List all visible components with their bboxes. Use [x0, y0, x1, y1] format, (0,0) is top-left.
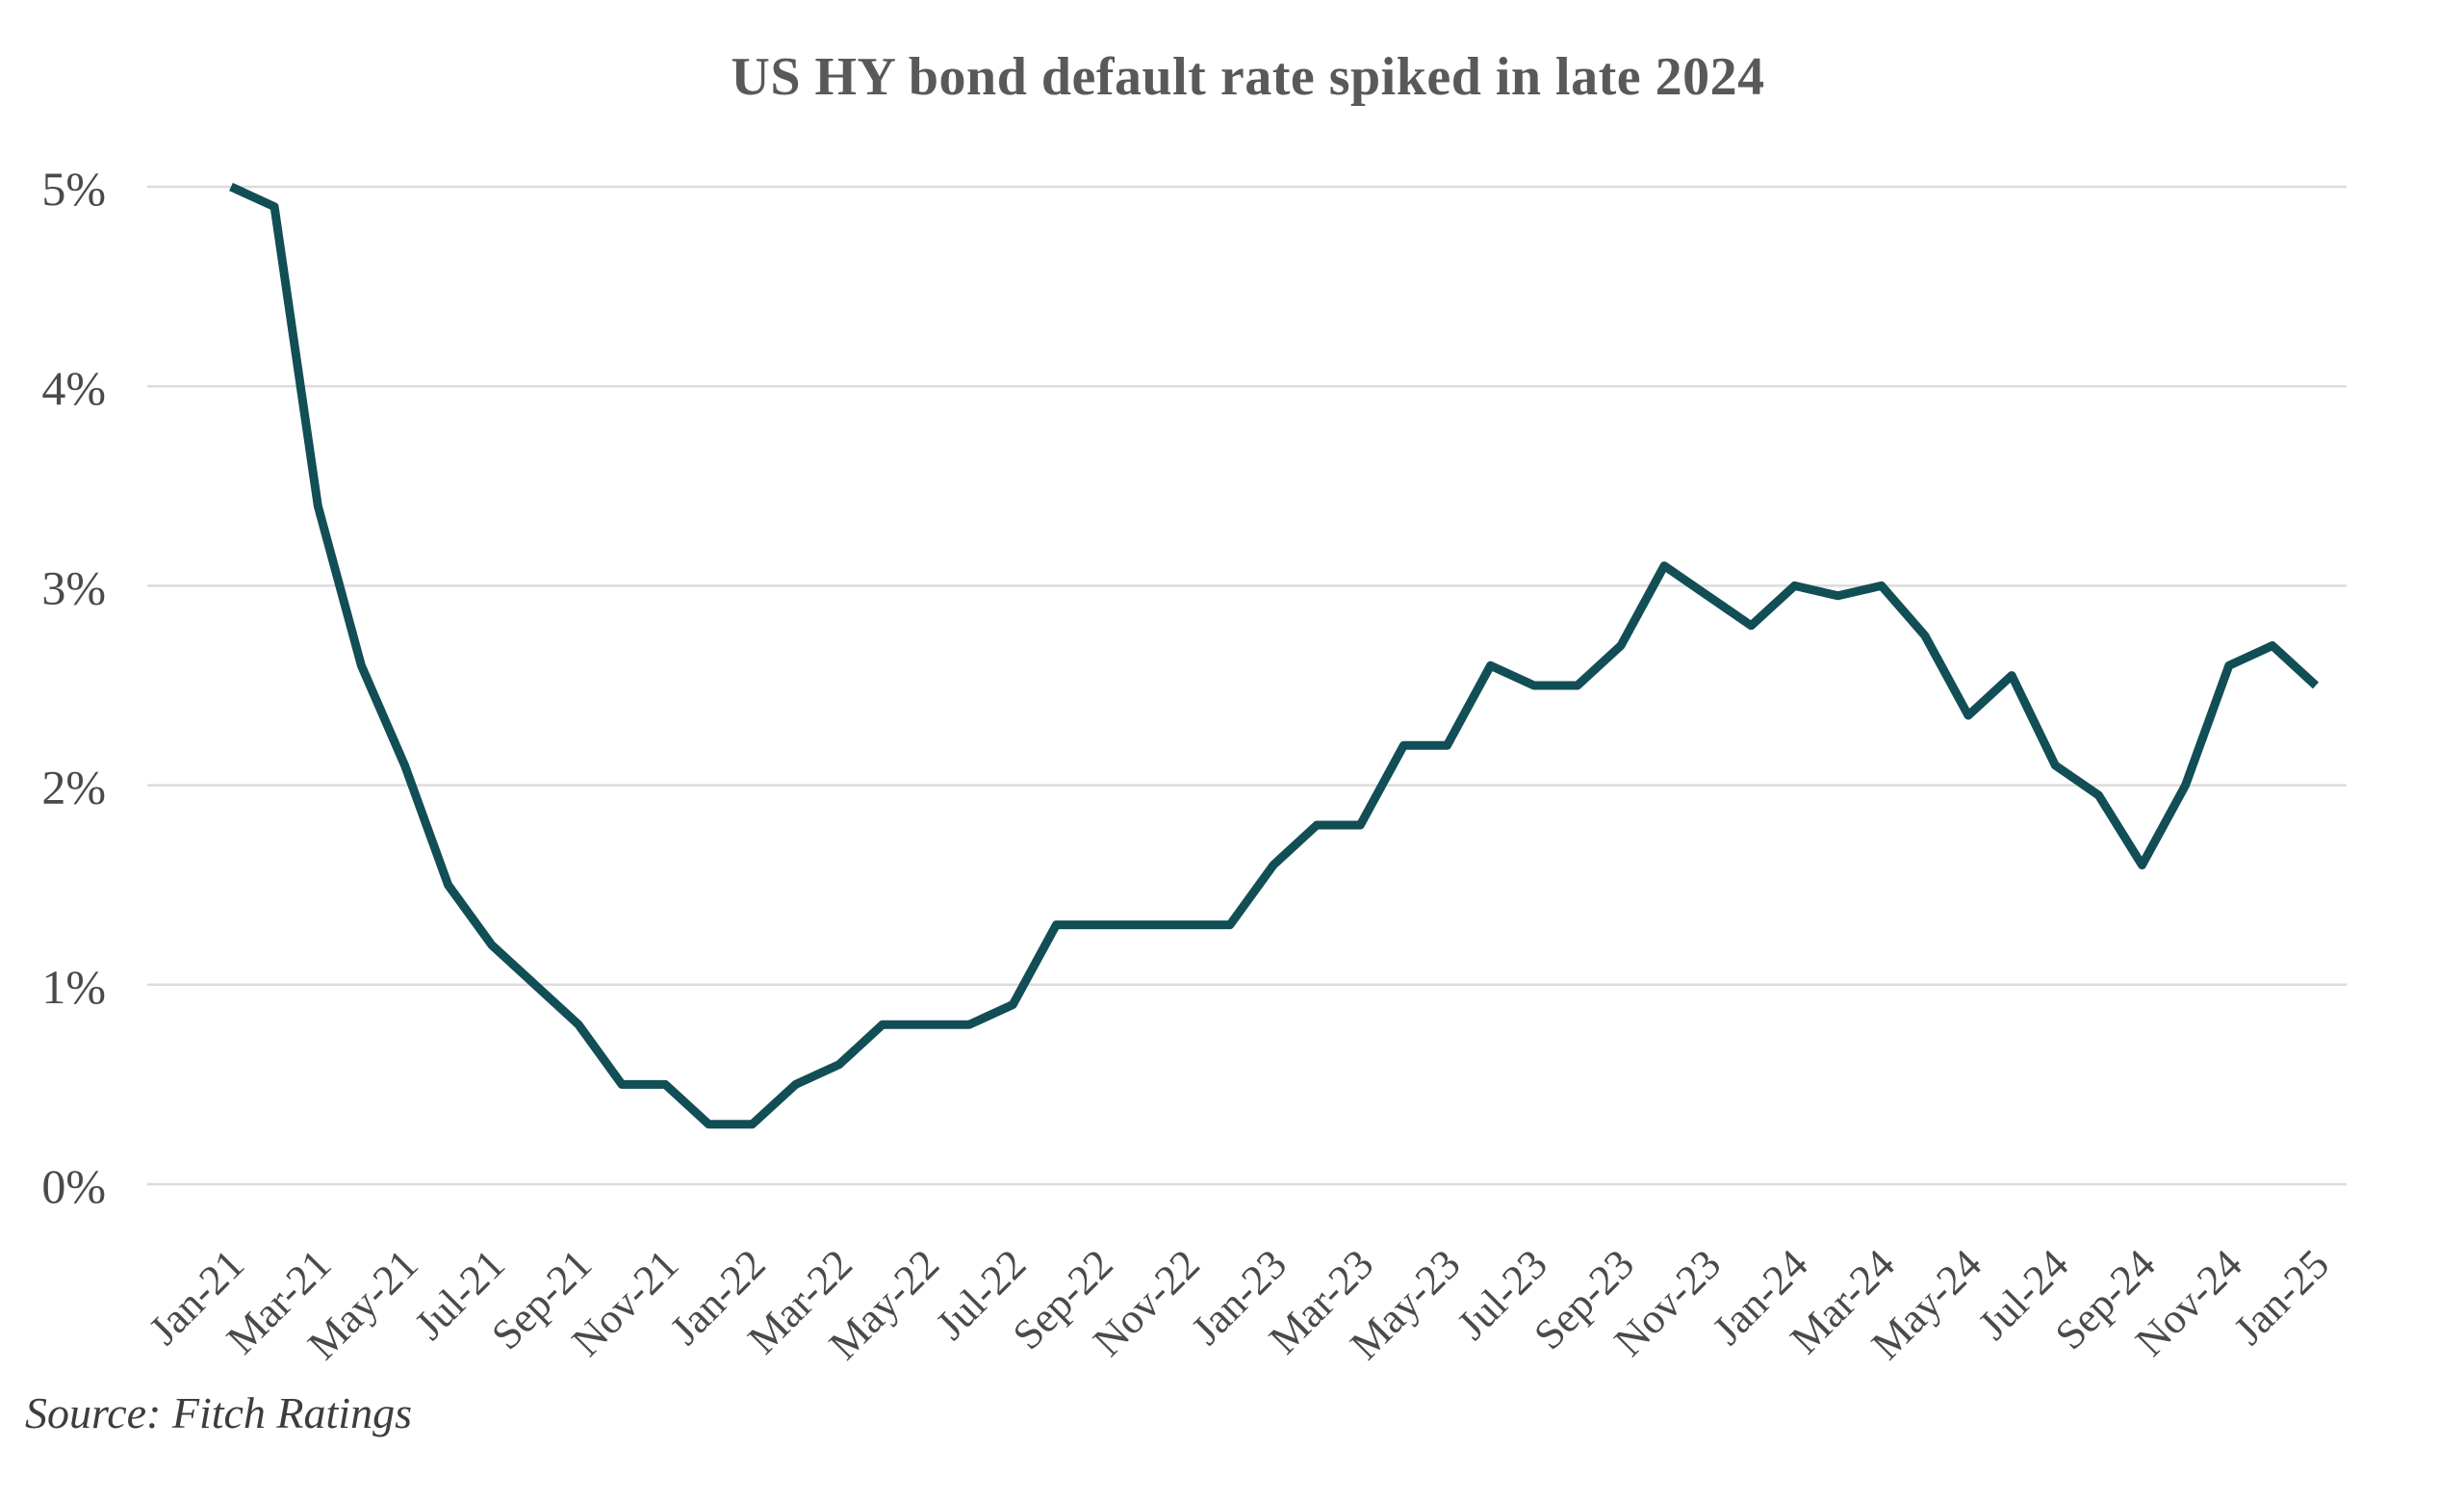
chart-title: US HY bond default rate spiked in late 2…	[731, 47, 1765, 107]
gridlines-group	[147, 185, 2347, 1186]
y-axis-labels-group: 5% 4% 3% 2% 1% 0%	[41, 162, 106, 1213]
y-tick-label: 1%	[41, 960, 106, 1014]
y-tick-label: 4%	[41, 361, 106, 415]
x-axis-labels-group: Jan-21Mar-21May-21Jul-21Sep-21Nov-21Jan-…	[140, 1240, 2338, 1368]
data-series-group	[229, 182, 2320, 1129]
default-rate-line	[229, 182, 2320, 1129]
y-tick-label: 3%	[41, 560, 106, 614]
y-tick-label: 2%	[41, 761, 106, 815]
source-note: Source: Fitch Ratings	[25, 1388, 412, 1437]
y-tick-label: 0%	[41, 1159, 106, 1213]
x-tick-label: Jan-25	[2224, 1240, 2338, 1354]
y-tick-label: 5%	[41, 162, 106, 216]
